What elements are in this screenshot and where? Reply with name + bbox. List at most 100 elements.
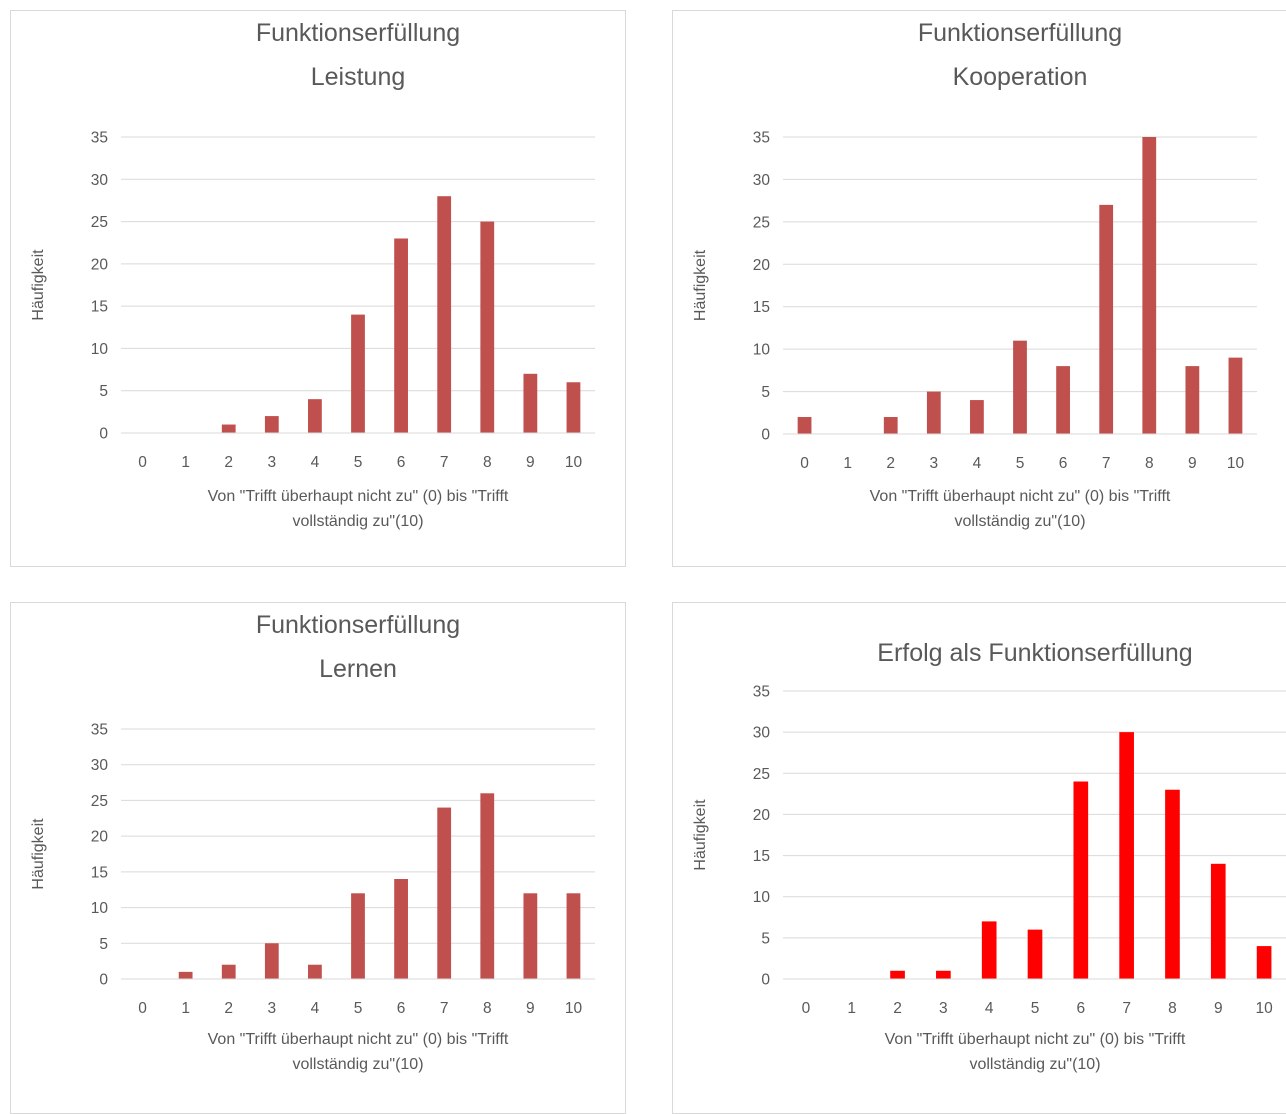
bar-7 — [437, 807, 452, 979]
bar-7 — [1099, 204, 1114, 434]
x-tick-label: 10 — [1227, 455, 1245, 472]
y-tick-label: 15 — [753, 848, 770, 865]
x-axis-title-line-0: Von "Trifft überhaupt nicht zu" (0) bis … — [208, 488, 509, 505]
y-tick-label: 10 — [753, 889, 771, 906]
x-tick-label: 1 — [181, 1000, 190, 1017]
chart-title-line-0: Erfolg als Funktionserfüllung — [877, 639, 1192, 667]
y-tick-label: 20 — [91, 256, 109, 273]
y-tick-label: 20 — [753, 807, 771, 824]
x-tick-label: 0 — [138, 454, 147, 471]
x-axis-title-line-0: Von "Trifft überhaupt nicht zu" (0) bis … — [870, 488, 1171, 505]
bar-5 — [1013, 340, 1027, 434]
x-tick-label: 8 — [483, 1000, 492, 1017]
x-tick-label: 1 — [847, 1000, 856, 1017]
y-tick-label: 5 — [99, 383, 108, 400]
x-tick-label: 10 — [565, 454, 583, 471]
bar-3 — [264, 943, 279, 979]
bar-9 — [1210, 863, 1226, 979]
y-tick-label: 0 — [761, 427, 770, 444]
chart-title-line-1: Lernen — [319, 655, 397, 683]
x-tick-label: 9 — [526, 454, 535, 471]
y-tick-label: 0 — [99, 426, 108, 443]
y-tick-label: 30 — [753, 725, 771, 742]
x-tick-label: 7 — [1122, 1000, 1131, 1017]
y-tick-label: 35 — [91, 130, 108, 147]
bar-2 — [221, 964, 236, 979]
chart-title-line-1: Kooperation — [953, 63, 1088, 91]
chart-title-line-0: Funktionserfüllung — [918, 19, 1122, 47]
y-axis-title: Häufigkeit — [692, 249, 709, 321]
x-tick-label: 0 — [802, 1000, 811, 1017]
y-tick-label: 5 — [761, 384, 770, 401]
y-tick-label: 15 — [753, 299, 770, 316]
chart-leistung: FunktionserfüllungLeistung05101520253035… — [30, 19, 595, 530]
y-tick-label: 25 — [753, 766, 770, 783]
x-tick-label: 4 — [985, 1000, 994, 1017]
y-axis-title: Häufigkeit — [692, 799, 709, 871]
x-tick-label: 6 — [1059, 455, 1068, 472]
x-tick-label: 4 — [311, 454, 320, 471]
x-tick-label: 9 — [1214, 1000, 1223, 1017]
x-tick-label: 10 — [565, 1000, 583, 1017]
x-tick-label: 3 — [930, 455, 939, 472]
bar-3 — [926, 391, 941, 434]
x-tick-label: 4 — [973, 455, 982, 472]
bar-5 — [351, 314, 365, 433]
x-tick-label: 5 — [1031, 1000, 1040, 1017]
bar-8 — [1142, 137, 1157, 434]
bar-4 — [970, 400, 984, 434]
chart-panel-leistung: Funktionserfüllung Leistung 0 5 10 15 20 25 30 35… — [10, 10, 626, 567]
bar-9 — [1185, 366, 1200, 434]
y-tick-label: 35 — [753, 130, 770, 147]
bar-4 — [981, 921, 997, 979]
x-tick-label: 1 — [181, 454, 190, 471]
bar-6 — [394, 879, 408, 979]
y-tick-label: 25 — [91, 793, 108, 810]
y-tick-label: 35 — [91, 722, 108, 739]
bar-5 — [1027, 929, 1043, 979]
chart-kooperation: FunktionserfüllungKooperation05101520253… — [692, 19, 1257, 530]
x-tick-label: 2 — [224, 1000, 233, 1017]
x-axis-title-line-1: vollständig zu"(10) — [969, 1056, 1100, 1073]
x-tick-label: 7 — [440, 454, 449, 471]
y-axis-title: Häufigkeit — [30, 249, 47, 321]
bar-2 — [890, 970, 905, 979]
x-tick-label: 7 — [440, 1000, 449, 1017]
x-tick-label: 2 — [893, 1000, 902, 1017]
x-axis-title-line-1: vollständig zu"(10) — [292, 1056, 423, 1073]
bar-8 — [1165, 789, 1180, 979]
bar-6 — [1056, 366, 1070, 434]
x-tick-label: 2 — [224, 454, 233, 471]
y-tick-label: 20 — [91, 829, 109, 846]
x-tick-label: 1 — [843, 455, 852, 472]
y-tick-label: 30 — [91, 172, 109, 189]
y-tick-label: 10 — [91, 341, 109, 358]
x-tick-label: 9 — [1188, 455, 1197, 472]
y-tick-label: 30 — [753, 172, 771, 189]
x-tick-label: 10 — [1255, 1000, 1273, 1017]
x-axis-title-line-0: Von "Trifft überhaupt nicht zu" (0) bis … — [208, 1031, 509, 1048]
x-tick-label: 6 — [1077, 1000, 1086, 1017]
bar-1 — [178, 971, 193, 979]
chart-panel-lernen: Funktionserfüllung Lernen 0 5 10 15 20 25 30 35 0 1… — [10, 602, 626, 1114]
y-tick-label: 5 — [99, 936, 108, 953]
x-tick-label: 2 — [886, 455, 895, 472]
x-tick-label: 0 — [800, 455, 809, 472]
x-tick-label: 5 — [354, 454, 363, 471]
chart-panel-erfolg: Erfolg als Funktionserfüllung 0 5 10 15 20 25 3… — [672, 602, 1286, 1114]
x-axis-title-line-0: Von "Trifft überhaupt nicht zu" (0) bis … — [885, 1031, 1186, 1048]
x-tick-label: 6 — [397, 454, 406, 471]
y-tick-label: 25 — [91, 214, 108, 231]
chart-title-line-0: Funktionserfüllung — [256, 19, 460, 47]
bar-5 — [351, 893, 365, 979]
x-tick-label: 9 — [526, 1000, 535, 1017]
y-tick-label: 15 — [91, 864, 108, 881]
x-tick-label: 3 — [939, 1000, 948, 1017]
bar-9 — [523, 373, 538, 433]
x-tick-label: 7 — [1102, 455, 1111, 472]
x-tick-label: 3 — [268, 454, 277, 471]
bar-7 — [437, 196, 452, 433]
bar-6 — [394, 238, 408, 433]
y-tick-label: 5 — [761, 930, 770, 947]
